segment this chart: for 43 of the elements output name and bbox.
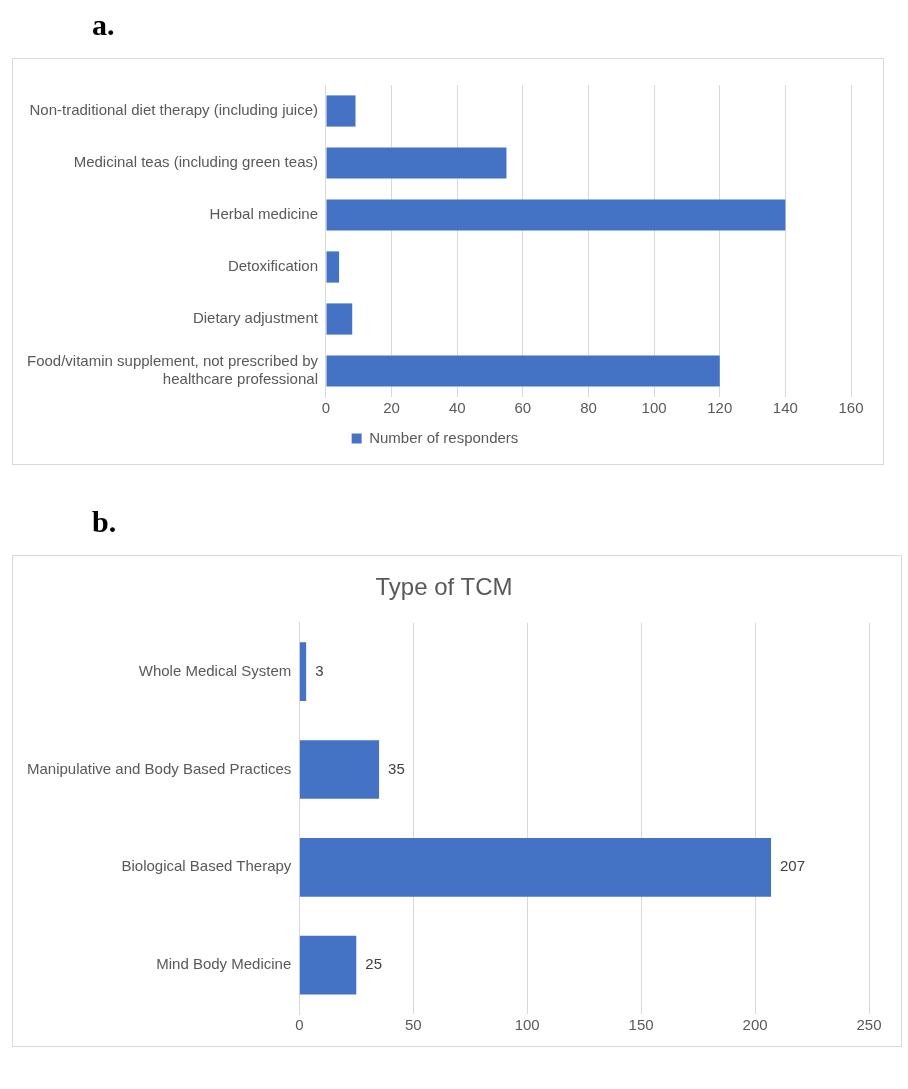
bar [326,95,356,127]
data-label: 35 [388,759,405,777]
text: a. [91,8,116,43]
bar [299,642,307,702]
x-tick-label: 100 [641,399,667,417]
bar [326,355,720,387]
bar [326,251,340,283]
data-label: 3 [315,661,324,679]
x-tick-label: 80 [580,399,597,417]
text: b. [91,505,118,540]
data-label: 25 [365,955,382,973]
x-tick-label: 160 [838,399,864,417]
x-tick-label: 120 [707,399,733,417]
x-tick-label: 200 [742,1016,768,1034]
bar [299,935,357,995]
y-tick-label: Manipulative and Body Based Practices [26,759,292,777]
x-tick-label: 20 [383,399,400,417]
bar [326,303,353,335]
x-tick-label: 140 [772,399,798,417]
x-tick-label: 0 [295,1016,304,1034]
y-tick-label: Herbal medicine [209,205,318,223]
y-tick-label: Medicinal teas (including green teas) [73,153,318,171]
bar [299,837,772,897]
x-tick-label: 50 [404,1016,422,1034]
x-tick-label: 0 [321,399,331,417]
y-tick-label: Non-traditional diet therapy (including juice) [29,101,318,119]
bar [326,147,507,179]
y-tick-label: Dietary adjustment [192,309,319,327]
y-tick-label: Detoxification [227,257,318,275]
y-tick-label: Biological Based Therapy [121,857,292,875]
y-tick-label: Whole Medical System [138,661,292,679]
y-tick-label: Food/vitamin supplement, not prescribed by healthcare professional [27,352,319,388]
x-tick-label: 100 [514,1016,540,1034]
bar [299,740,380,799]
y-tick-label: Mind Body Medicine [156,955,292,973]
x-tick-label: 150 [628,1016,654,1034]
data-label: 207 [780,857,806,875]
chart-title: Type of TCM [375,573,513,601]
x-tick-label: 40 [448,399,466,417]
bar [326,199,786,231]
legend-label: Number of responders [369,428,519,446]
x-tick-label: 60 [514,399,532,417]
x-tick-label: 250 [856,1016,882,1034]
